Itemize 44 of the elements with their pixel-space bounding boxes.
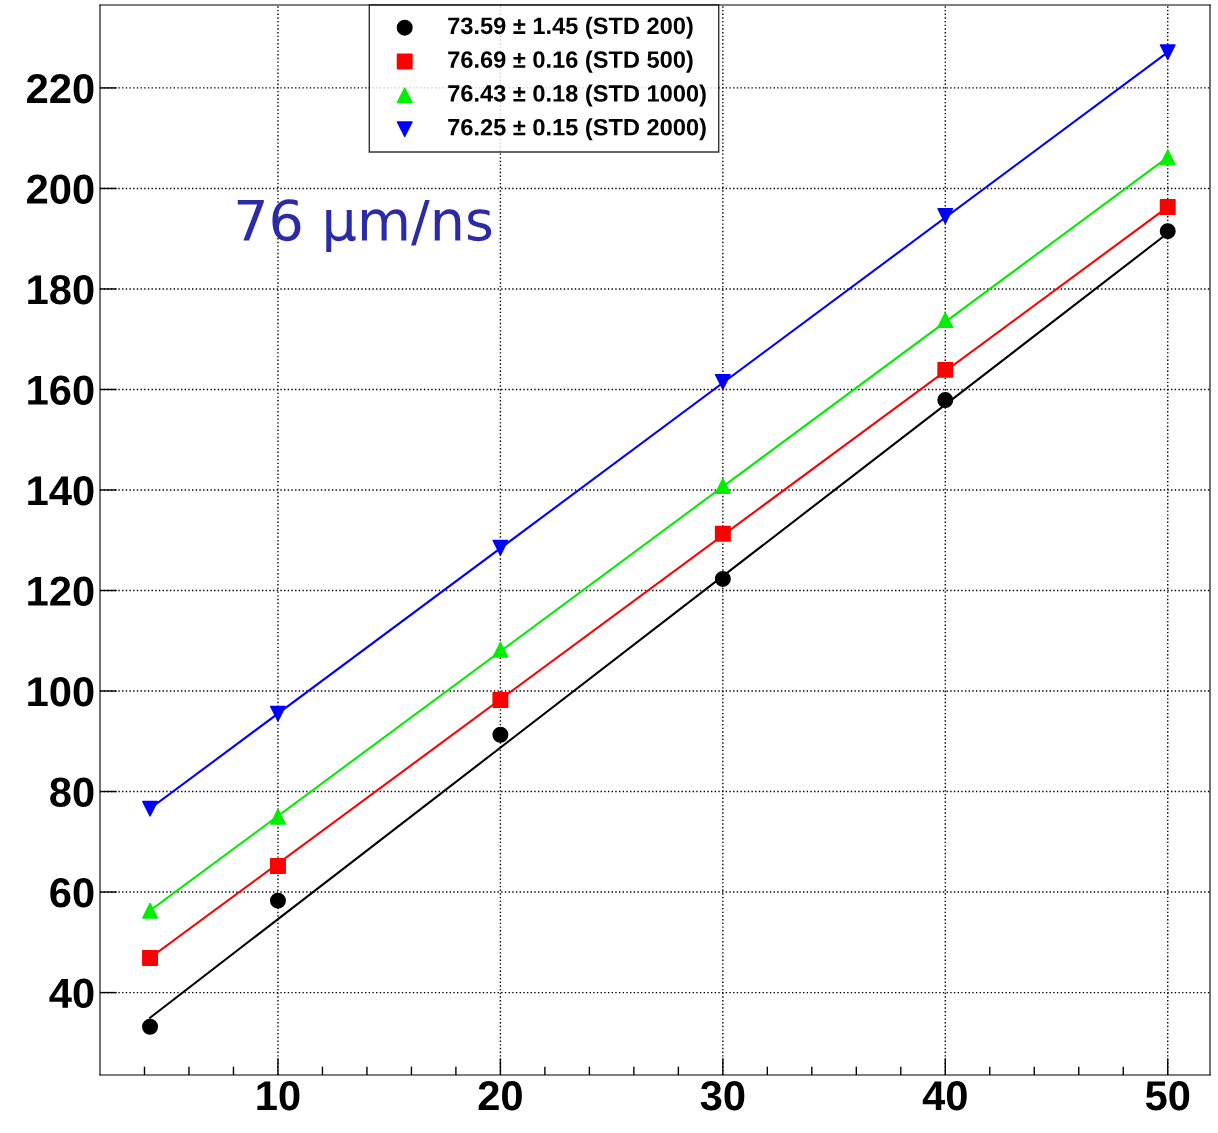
y-tick-label: 100	[28, 677, 94, 707]
y-tick-label: 120	[28, 576, 94, 607]
point	[142, 949, 159, 966]
point	[937, 392, 954, 409]
y-tick-label: 200	[27, 174, 94, 204]
point	[714, 477, 731, 494]
y-tick-label: 180	[28, 274, 94, 305]
point	[269, 808, 286, 825]
y-tick-label: 220	[27, 73, 94, 104]
point	[142, 902, 159, 919]
point	[269, 857, 286, 874]
x-tick-label: 40	[922, 1080, 967, 1111]
y-tick-label: 40	[49, 978, 94, 1009]
point	[269, 892, 286, 909]
point	[1159, 44, 1176, 61]
y-tick-label: 160	[28, 375, 94, 405]
point	[492, 692, 509, 709]
point	[492, 726, 509, 743]
point	[937, 361, 954, 378]
point	[714, 525, 731, 542]
x-tick-label: 10	[257, 1080, 300, 1111]
point	[269, 705, 286, 722]
point	[142, 800, 159, 817]
point	[1159, 223, 1176, 240]
x-tick-label: 30	[700, 1080, 745, 1111]
y-tick-label: 60	[50, 878, 94, 908]
legend-label: 76.25 ± 0.15 (STD 2000)	[448, 118, 706, 141]
y-tick-label: 140	[28, 476, 94, 506]
point	[1159, 149, 1176, 166]
x-tick-label: 50	[1145, 1080, 1190, 1111]
point	[492, 641, 509, 658]
y-tick-label: 80	[50, 777, 94, 808]
annotation: 76 μm/ns	[237, 199, 492, 252]
point	[937, 312, 954, 329]
point	[492, 539, 509, 556]
legend-label: 76.43 ± 0.18 (STD 1000)	[448, 84, 706, 107]
legend-label: 76.69 ± 0.16 (STD 500)	[448, 50, 693, 73]
x-tick-label: 20	[478, 1080, 522, 1111]
point	[714, 570, 731, 587]
point	[714, 373, 731, 390]
point	[1159, 199, 1176, 216]
legend-label: 73.59 ± 1.45 (STD 200)	[448, 16, 693, 39]
point	[937, 208, 954, 225]
point	[142, 1018, 159, 1035]
